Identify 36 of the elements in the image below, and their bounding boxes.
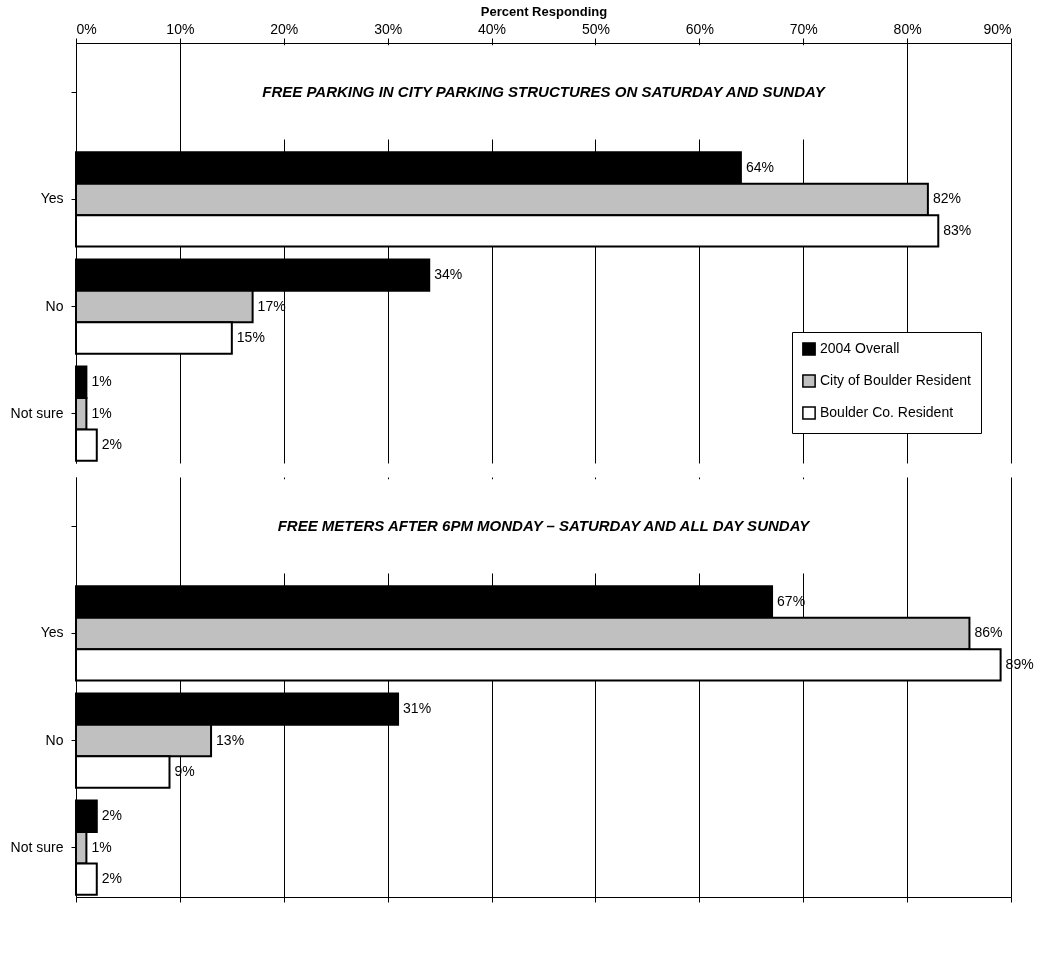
legend-label: 2004 Overall — [820, 340, 900, 356]
data-label: 1% — [91, 838, 112, 855]
legend-label: City of Boulder Resident — [820, 372, 972, 388]
y-tick-label: No — [45, 297, 64, 314]
y-tick-label: Not sure — [10, 404, 64, 421]
x-tick-label: 60% — [685, 20, 714, 37]
data-label: 2% — [101, 436, 123, 453]
y-tick-label: Yes — [40, 624, 64, 641]
chart-title: FREE PARKING IN CITY PARKING STRUCTURES ON SATURDAY AND SUNDAY — [262, 83, 827, 101]
x-tick-label: 50% — [581, 20, 610, 37]
legend-label: Boulder Co. Resident — [820, 404, 954, 420]
x-tick-label: 30% — [374, 20, 403, 37]
data-label: 86% — [974, 624, 1003, 641]
data-label: 1% — [91, 404, 112, 421]
data-label: 1% — [91, 373, 112, 390]
x-tick-label: 0% — [76, 20, 97, 37]
data-label: 2% — [101, 870, 123, 887]
data-label: 83% — [943, 221, 972, 238]
data-label: 2% — [101, 807, 123, 824]
chart-title: FREE METERS AFTER 6PM MONDAY – SATURDAY AND ALL DAY SUNDAY — [277, 517, 812, 535]
data-label: 64% — [745, 159, 774, 175]
x-axis-title: Percent Responding — [480, 3, 608, 19]
data-label: 15% — [236, 329, 265, 345]
x-tick-label: 10% — [166, 20, 195, 37]
data-label: 82% — [932, 190, 961, 207]
x-tick-label: 90% — [983, 20, 1012, 37]
y-tick-label: Yes — [40, 190, 64, 207]
y-tick-label: Not sure — [10, 838, 64, 855]
data-label: 31% — [403, 700, 432, 717]
x-tick-label: 80% — [893, 20, 922, 37]
x-tick-label: 70% — [789, 20, 818, 37]
x-tick-label: 40% — [478, 20, 507, 37]
x-tick-label: 20% — [270, 20, 299, 37]
data-label: 13% — [216, 731, 245, 748]
y-tick-label: No — [45, 731, 64, 748]
data-label: 34% — [434, 266, 463, 283]
